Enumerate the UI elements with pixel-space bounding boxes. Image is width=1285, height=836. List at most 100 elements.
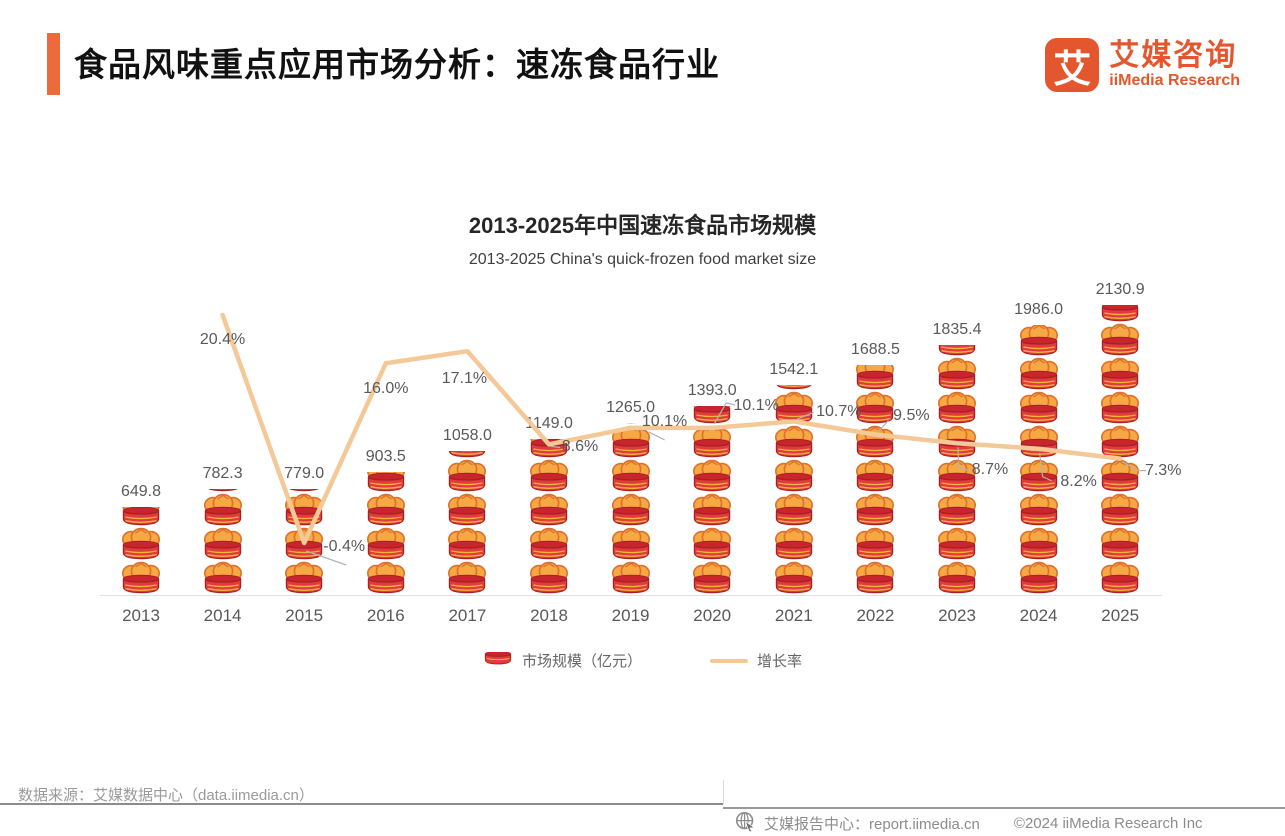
steamer-basket-icon xyxy=(608,493,654,527)
legend-growth-label: 增长率 xyxy=(757,653,803,670)
market-bar-2017 xyxy=(444,451,490,595)
steamer-basket-icon xyxy=(608,561,654,595)
x-axis-label-2025: 2025 xyxy=(1101,606,1140,625)
steamer-basket-icon xyxy=(200,561,246,595)
steamer-basket-icon xyxy=(1016,425,1062,459)
market-bar-2016 xyxy=(363,472,409,595)
steamer-basket-icon xyxy=(934,527,980,561)
steamer-basket-partial-icon xyxy=(118,506,164,527)
x-axis-label-2014: 2014 xyxy=(203,606,242,625)
legend-item-growth: 增长率 xyxy=(710,650,802,671)
steamer-basket-partial-icon xyxy=(200,488,246,493)
title-accent-bar xyxy=(47,33,60,95)
steamer-basket-icon xyxy=(608,527,654,561)
growth-label-2018: 8.6% xyxy=(561,438,599,456)
report-center-bar: 艾媒报告中心：report.iimedia.cn ©2024 iiMedia R… xyxy=(735,811,1203,836)
steamer-basket-partial-icon xyxy=(771,385,817,391)
value-label-2025: 2130.9 xyxy=(1095,281,1145,299)
steamer-basket-icon xyxy=(444,561,490,595)
steamer-basket-icon xyxy=(771,561,817,595)
steamer-basket-partial-icon xyxy=(363,472,409,493)
footer-rule-right xyxy=(723,807,1285,809)
steamer-basket-icon xyxy=(689,561,735,595)
steamer-basket-icon xyxy=(934,425,980,459)
steamer-basket-icon xyxy=(200,493,246,527)
x-axis-label-2017: 2017 xyxy=(448,606,487,625)
steamer-basket-icon xyxy=(281,493,327,527)
steamer-basket-icon xyxy=(934,357,980,391)
market-bar-2014 xyxy=(200,488,246,595)
growth-label-2023: 8.7% xyxy=(971,461,1009,479)
globe-cursor-icon xyxy=(735,811,756,836)
steamer-basket-icon xyxy=(771,425,817,459)
data-source-note: 数据来源：艾媒数据中心（data.iimedia.cn） xyxy=(18,787,314,804)
legend-market-label: 市场规模（亿元） xyxy=(521,653,642,670)
steamer-basket-icon xyxy=(1097,357,1143,391)
steamer-basket-partial-icon xyxy=(281,489,327,493)
page-title: 食品风味重点应用市场分析：速冻食品行业 xyxy=(74,46,720,83)
logo-name-en: iiMedia Research xyxy=(1109,71,1240,89)
logo-name-cn: 艾媒咨询 xyxy=(1109,39,1238,73)
steamer-basket-icon xyxy=(1016,493,1062,527)
x-axis-label-2016: 2016 xyxy=(366,606,405,625)
steamer-basket-icon xyxy=(934,493,980,527)
market-bar-2013 xyxy=(118,506,164,595)
steamer-basket-icon xyxy=(689,527,735,561)
steamer-basket-icon xyxy=(444,527,490,561)
value-label-2022: 1688.5 xyxy=(850,341,900,359)
growth-label-2015: -0.4% xyxy=(323,538,366,555)
steamer-basket-partial-icon xyxy=(1016,324,1062,357)
steamer-basket-icon xyxy=(363,493,409,527)
steamer-basket-icon xyxy=(852,561,898,595)
steamer-basket-icon xyxy=(1097,425,1143,459)
steamer-basket-icon xyxy=(771,459,817,493)
growth-label-2019: 10.1% xyxy=(641,412,688,430)
steamer-basket-icon xyxy=(771,527,817,561)
growth-label-2017: 17.1% xyxy=(441,370,488,388)
growth-line-legend-icon xyxy=(710,658,748,663)
steamer-basket-icon xyxy=(1097,323,1143,357)
legend: 市场规模（亿元） 增长率 xyxy=(0,650,1285,671)
steamer-basket-icon xyxy=(526,459,572,493)
market-bar-2024 xyxy=(1016,324,1062,595)
steamer-basket-partial-icon xyxy=(934,345,980,357)
x-axis-label-2018: 2018 xyxy=(530,606,568,625)
steamer-basket-icon xyxy=(1097,527,1143,561)
chart-title: 2013-2025年中国速冻食品市场规模 xyxy=(468,213,817,238)
steamer-basket-partial-icon xyxy=(444,451,490,459)
growth-label-2024: 8.2% xyxy=(1060,472,1097,490)
growth-label-2020: 10.1% xyxy=(733,396,779,414)
steamer-basket-icon xyxy=(526,493,572,527)
value-label-2013: 649.8 xyxy=(120,482,162,500)
x-axis-label-2015: 2015 xyxy=(285,606,324,625)
steamer-basket-icon xyxy=(1097,391,1143,425)
x-axis-label-2022: 2022 xyxy=(856,606,895,625)
steamer-basket-icon xyxy=(118,527,164,561)
steamer-basket-icon xyxy=(1016,357,1062,391)
footer-rule-divider xyxy=(723,780,724,804)
x-axis-label-2024: 2024 xyxy=(1019,606,1058,625)
x-axis-line xyxy=(100,595,1162,596)
steamer-basket-icon xyxy=(852,425,898,459)
steamer-basket-icon xyxy=(281,561,327,595)
growth-label-2014: 20.4% xyxy=(199,331,246,349)
footer-rule-left xyxy=(0,803,723,805)
value-label-2023: 1835.4 xyxy=(932,321,982,339)
steamer-basket-icon xyxy=(1016,391,1062,425)
steamer-basket-icon xyxy=(771,493,817,527)
growth-label-2016: 16.0% xyxy=(363,380,409,398)
steamer-basket-icon xyxy=(1016,527,1062,561)
steamer-basket-icon xyxy=(608,459,654,493)
growth-label-2025: 7.3% xyxy=(1144,461,1182,479)
market-bar-2020 xyxy=(689,405,735,595)
value-label-2021: 1542.1 xyxy=(769,361,819,379)
growth-label-2022: 9.5% xyxy=(893,407,930,425)
value-label-2024: 1986.0 xyxy=(1014,300,1064,318)
value-label-2016: 903.5 xyxy=(365,448,406,466)
value-label-2018: 1149.0 xyxy=(525,414,573,432)
steamer-basket-icon xyxy=(852,527,898,561)
steamer-basket-icon xyxy=(689,459,735,493)
steamer-basket-icon xyxy=(689,493,735,527)
